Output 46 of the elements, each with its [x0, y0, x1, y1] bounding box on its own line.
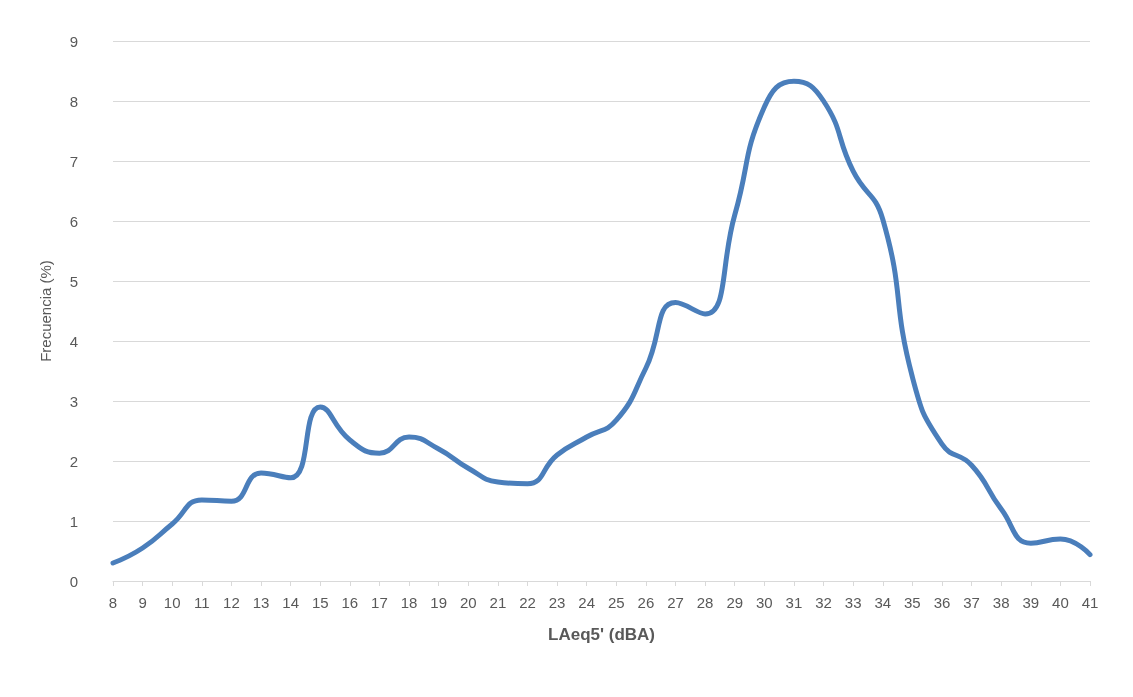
x-tick-label: 13 [252, 594, 270, 611]
x-tick-label: 39 [1022, 594, 1040, 611]
x-tick-label: 23 [548, 594, 566, 611]
x-tick-label: 11 [194, 594, 210, 611]
y-tick-label: 7 [69, 152, 78, 170]
x-tick-label: 32 [815, 594, 832, 611]
x-tick-label: 17 [371, 594, 388, 611]
x-tick-label: 31 [785, 594, 803, 611]
x-tick-label: 16 [341, 594, 359, 611]
y-tick-label: 4 [69, 332, 78, 350]
x-tick-label: 26 [637, 594, 655, 611]
x-tick-label: 37 [963, 594, 980, 611]
y-tick-label: 9 [69, 32, 78, 50]
x-tick-label: 19 [430, 594, 448, 611]
x-tick-label: 27 [667, 594, 684, 611]
x-tick-label: 28 [696, 594, 714, 611]
x-tick-label: 10 [163, 594, 181, 611]
x-tick-label: 30 [755, 594, 773, 611]
x-tick-label: 8 [108, 594, 118, 611]
x-tick-label: 35 [904, 594, 921, 611]
y-tick-label: 3 [69, 392, 78, 410]
x-tick-label: 40 [1052, 594, 1069, 611]
y-axis-title: Frecuencia (%) [37, 260, 54, 362]
y-tick-label: 8 [69, 92, 78, 110]
x-tick-label: 34 [874, 594, 892, 611]
x-tick-label: 41 [1081, 594, 1099, 611]
y-tick-label: 0 [69, 572, 78, 590]
y-tick-label: 6 [69, 212, 78, 230]
y-tick-label: 2 [69, 452, 78, 470]
x-tick-label: 33 [844, 594, 862, 611]
x-tick-label: 21 [489, 594, 507, 611]
x-tick-label: 36 [933, 594, 951, 611]
x-tick-label: 15 [311, 594, 329, 611]
y-tick-label: 5 [69, 272, 78, 290]
x-tick-label: 20 [459, 594, 477, 611]
x-tick-label: 38 [992, 594, 1010, 611]
x-tick-label: 14 [282, 594, 299, 611]
x-tick-label: 29 [726, 594, 744, 611]
x-tick-label: 18 [400, 594, 418, 611]
x-tick-label: 24 [578, 594, 596, 611]
y-tick-label: 1 [69, 512, 78, 530]
x-tick-label: 25 [607, 594, 625, 611]
x-axis-title: LAeq5' (dBA) [548, 625, 655, 644]
x-tick-label: 9 [138, 594, 147, 611]
x-tick-label: 12 [223, 594, 240, 611]
x-tick-label: 22 [519, 594, 536, 611]
